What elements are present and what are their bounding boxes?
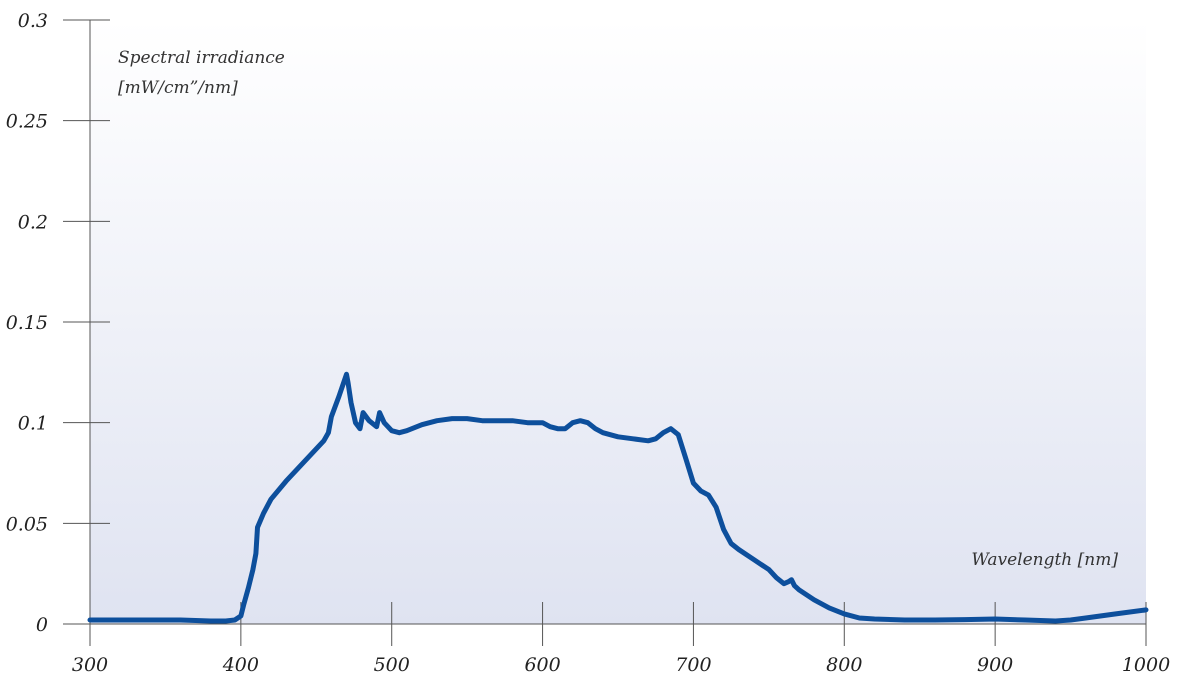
tick-labels: 0 0.05 0.1 0.15 0.2 0.25 0.3 300 400 500 600 700 800…: [6, 10, 1170, 676]
x-tick-label: 1000: [1122, 654, 1170, 676]
y-axis-title-line2: [mW/cm”/nm]: [118, 78, 238, 98]
y-tick-label: 0.1: [18, 413, 48, 435]
x-tick-label: 300: [72, 654, 108, 676]
y-tick-label: 0.15: [6, 312, 48, 334]
y-tick-label: 0.25: [6, 111, 48, 133]
x-tick-label: 600: [524, 654, 560, 676]
y-tick-label: 0: [36, 614, 48, 636]
x-tick-label: 800: [826, 654, 862, 676]
x-tick-label: 500: [374, 654, 410, 676]
x-tick-label: 400: [222, 654, 259, 676]
x-axis-title: Wavelength [nm]: [971, 550, 1118, 570]
y-tick-label: 0.2: [18, 211, 48, 233]
y-axis-title-line1: Spectral irradiance: [118, 48, 285, 68]
y-tick-label: 0.3: [18, 10, 48, 32]
series-line-0: [87, 371, 1149, 624]
x-tick-label: 700: [675, 654, 711, 676]
series-layer: [87, 371, 1149, 624]
y-tick-label: 0.05: [6, 513, 48, 535]
x-tick-label: 900: [977, 654, 1013, 676]
plot-background: [90, 20, 1146, 624]
